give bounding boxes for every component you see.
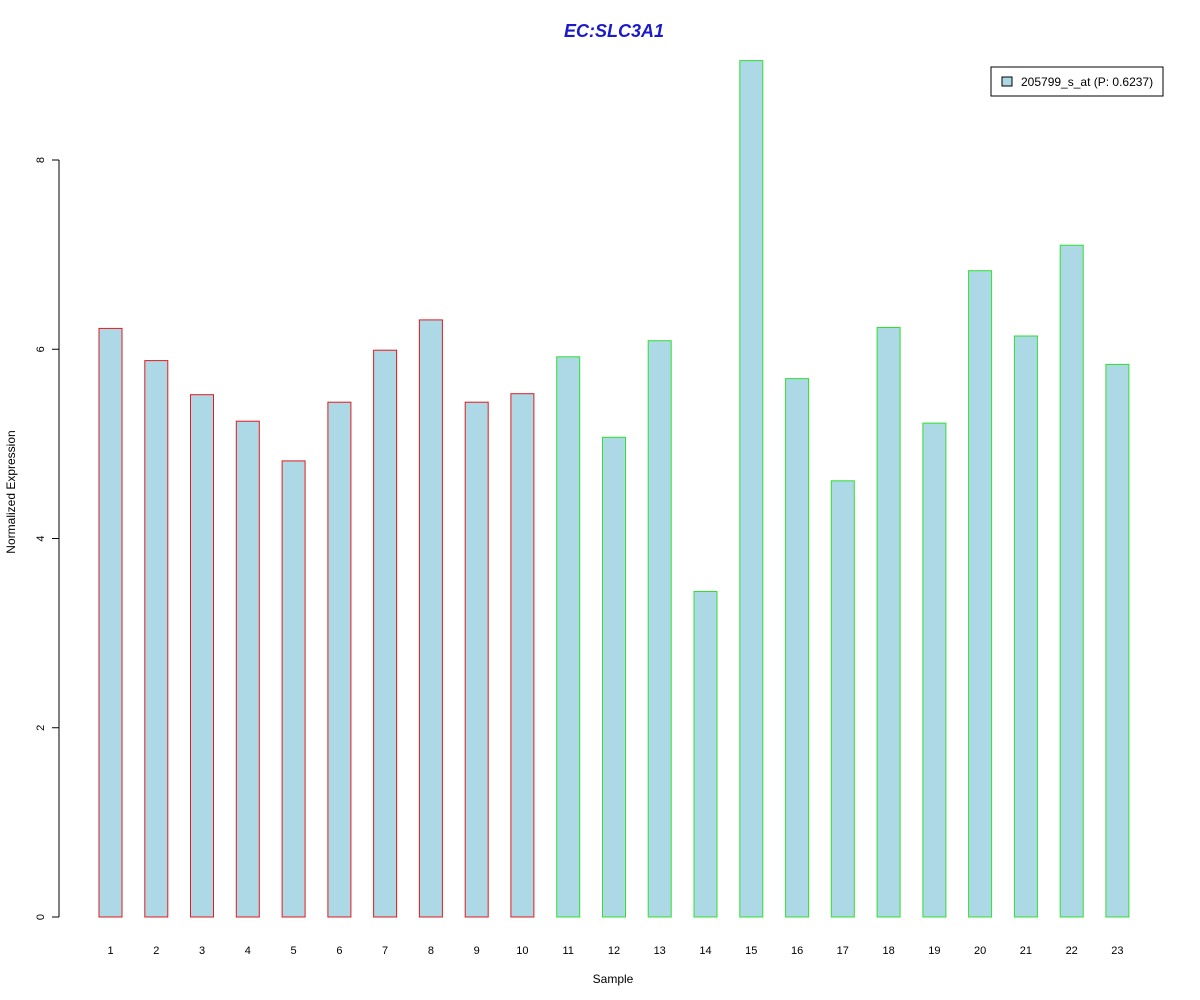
y-axis: 0 2 4 6 8 [35, 157, 60, 920]
x-tick-label: 20 [974, 945, 986, 957]
bar [144, 360, 169, 918]
bar [190, 394, 214, 918]
x-tick-label: 11 [562, 945, 573, 957]
x-axis-label: Sample [593, 972, 634, 986]
chart-title: EC:SLC3A1 [564, 21, 664, 41]
x-tick-label: 15 [745, 945, 757, 957]
x-tick-label: 22 [1066, 945, 1078, 957]
bar [1013, 335, 1038, 918]
bar [418, 319, 443, 918]
bar [464, 401, 489, 918]
bar [602, 436, 626, 918]
bar [327, 401, 352, 918]
bar [830, 480, 855, 918]
bar [235, 420, 260, 918]
y-tick-label: 4 [35, 535, 47, 541]
x-tick-label: 23 [1111, 945, 1123, 957]
bar [968, 270, 993, 918]
bar [1105, 363, 1130, 918]
legend-box [990, 66, 1164, 97]
x-tick-label: 8 [428, 945, 434, 957]
legend-swatch [1001, 76, 1013, 87]
y-tick-label: 0 [35, 914, 47, 920]
bar [693, 591, 718, 918]
x-tick-label: 18 [882, 945, 894, 957]
bar [876, 327, 901, 918]
y-tick-label: 2 [35, 725, 47, 731]
bar [281, 460, 306, 918]
legend-label: 205799_s_at (P: 0.6237) [1021, 75, 1153, 89]
x-tick-label: 13 [654, 945, 666, 957]
legend: 205799_s_at (P: 0.6237) [990, 66, 1164, 97]
bar [556, 356, 581, 918]
bar [1059, 244, 1084, 918]
bar [373, 349, 398, 918]
y-axis-label: Normalized Expression [4, 430, 18, 553]
y-tick-label: 6 [35, 346, 47, 352]
x-tick-label: 16 [791, 945, 803, 957]
x-tick-label: 7 [382, 945, 388, 957]
bar [922, 422, 947, 918]
x-tick-label: 1 [107, 945, 113, 957]
x-tick-label: 10 [516, 945, 528, 957]
x-tick-label: 17 [837, 945, 849, 957]
x-tick-label: 14 [699, 945, 711, 957]
bar [647, 340, 672, 918]
x-tick-label: 19 [928, 945, 940, 957]
x-tick-label: 9 [474, 945, 480, 957]
bar [510, 393, 535, 918]
bars-group [98, 60, 1130, 918]
y-tick-label: 8 [35, 157, 47, 163]
x-tick-label: 4 [245, 945, 251, 957]
x-tick-label: 3 [199, 945, 205, 957]
x-tick-label: 5 [291, 945, 297, 957]
x-tick-labels: 1 2 3 4 5 6 7 8 9 10 11 12 13 14 15 16 17 18 19 20 21 22 23 [107, 945, 1123, 957]
bar [98, 327, 123, 918]
x-tick-label: 12 [608, 945, 620, 957]
bar [739, 60, 764, 918]
bar [785, 378, 810, 918]
x-tick-label: 21 [1020, 945, 1032, 957]
x-tick-label: 6 [336, 945, 342, 957]
x-tick-label: 2 [153, 945, 159, 957]
